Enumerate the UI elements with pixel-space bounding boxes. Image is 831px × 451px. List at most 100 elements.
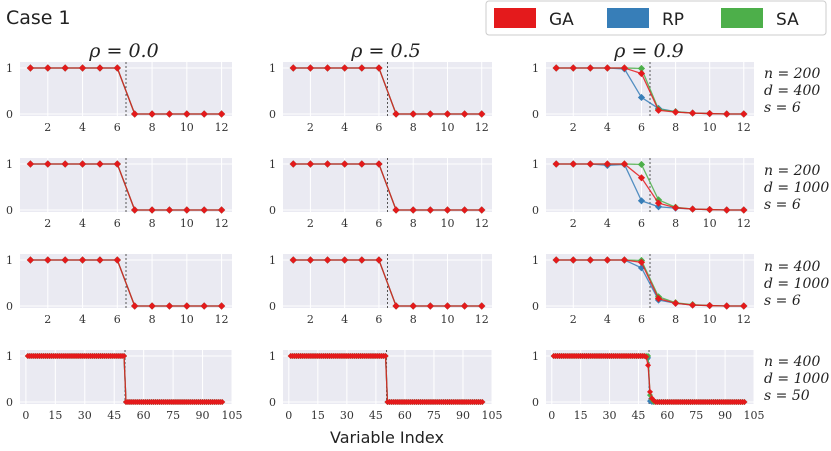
- data-point-ga: [740, 110, 748, 118]
- data-point-ga: [637, 174, 646, 182]
- data-point-ga: [478, 302, 486, 310]
- x-tick-label: 0: [548, 409, 555, 422]
- x-tick-label: 45: [369, 409, 383, 422]
- series-ga: [24, 353, 226, 405]
- legend-swatch-rp: [607, 8, 649, 28]
- data-point-ga: [460, 110, 469, 118]
- y-tick-label: 1: [532, 62, 539, 75]
- data-point-ga: [358, 256, 366, 264]
- column-title-rho-0-0: ρ = 0.0: [88, 40, 158, 62]
- x-tick-label: 30: [340, 409, 354, 422]
- x-tick-label: 60: [137, 409, 151, 422]
- data-point-ga: [443, 110, 452, 118]
- x-tick-label: 8: [672, 121, 679, 134]
- data-point-ga: [375, 160, 383, 168]
- panel-r3-c3: 2 4 6 8 10 12 0 1: [532, 254, 754, 326]
- data-point-ga: [409, 302, 417, 310]
- data-point-ga: [358, 160, 366, 168]
- data-point-ga: [706, 301, 714, 310]
- data-point-ga: [341, 160, 349, 168]
- y-tick-label: 1: [532, 158, 539, 171]
- data-point-rp: [637, 93, 646, 102]
- data-point-ga: [323, 64, 332, 72]
- x-tick-label: 2: [307, 313, 314, 326]
- x-tick-label: 12: [737, 313, 751, 326]
- data-point-ga: [654, 295, 663, 303]
- data-point-ga: [478, 110, 486, 118]
- x-tick-label: 8: [410, 313, 417, 326]
- x-tick-label: 30: [603, 409, 617, 422]
- data-point-ga: [603, 256, 611, 264]
- data-point-ga: [647, 388, 653, 395]
- data-point-ga: [78, 256, 87, 264]
- row-label-1: n = 200 d = 400 s = 6: [764, 66, 820, 116]
- data-point-ga: [341, 256, 349, 264]
- x-tick-label: 0: [22, 409, 29, 422]
- series-ga: [26, 256, 226, 310]
- data-point-ga: [426, 110, 434, 118]
- data-point-ga: [637, 69, 646, 78]
- x-tick-label: 10: [180, 217, 194, 230]
- data-point-ga: [620, 256, 629, 264]
- panel-r2-c3: 2 4 6 8 10 12 0 1: [532, 158, 754, 230]
- row-label-2-s: s = 6: [764, 197, 801, 213]
- row-label-2-d: d = 1000: [764, 180, 829, 196]
- data-point-ga: [637, 258, 646, 266]
- data-point-ga: [183, 302, 191, 310]
- panel-r1-c3: 2 4 6 8 10 12 0 1: [532, 62, 754, 134]
- legend-label-sa: SA: [776, 10, 799, 30]
- x-tick-label: 12: [215, 313, 229, 326]
- series-ga: [550, 353, 748, 405]
- data-point-ga: [620, 160, 629, 168]
- x-tick-label: 15: [311, 409, 325, 422]
- series-ga: [289, 160, 486, 214]
- x-tick-label: 10: [440, 313, 454, 326]
- x-tick-label: 90: [456, 409, 470, 422]
- data-point-ga: [217, 206, 226, 214]
- x-tick-label: 4: [79, 121, 86, 134]
- legend-frame: [485, 0, 827, 36]
- legend-swatch-ga: [494, 8, 536, 28]
- row-label-4-s: s = 50: [764, 388, 810, 404]
- x-tick-label: 4: [341, 217, 348, 230]
- panel-r4-c3: 0 15 30 45 60 75 90 105 0 1: [532, 350, 765, 422]
- data-point-ga: [443, 206, 452, 214]
- x-tick-label: 15: [574, 409, 588, 422]
- data-point-ga: [148, 206, 156, 214]
- y-tick-label: 0: [269, 300, 276, 313]
- x-tick-label: 4: [604, 217, 611, 230]
- series-ga: [289, 256, 486, 310]
- data-point-ga: [741, 399, 748, 405]
- x-tick-label: 60: [398, 409, 412, 422]
- data-point-ga: [671, 204, 680, 212]
- data-point-ga: [289, 160, 297, 168]
- data-point-ga: [723, 110, 731, 118]
- series-ga: [26, 160, 226, 214]
- legend-label-rp: RP: [662, 10, 684, 30]
- x-tick-label: 10: [703, 217, 717, 230]
- x-tick-label: 4: [341, 121, 348, 134]
- x-tick-label: 2: [307, 121, 314, 134]
- data-point-ga: [341, 64, 349, 72]
- row-label-3-s: s = 6: [764, 293, 801, 309]
- data-point-ga: [217, 110, 226, 118]
- panel-r4-c2: 0 15 30 45 60 75 90 105 0 1: [269, 350, 503, 422]
- data-point-ga: [460, 302, 469, 310]
- data-point-ga: [61, 64, 69, 72]
- data-point-ga: [479, 399, 486, 405]
- data-point-ga: [323, 256, 332, 264]
- data-point-ga: [121, 353, 128, 359]
- y-tick-label: 0: [532, 300, 539, 313]
- y-tick-label: 1: [6, 62, 13, 75]
- x-tick-label: 75: [427, 409, 441, 422]
- data-point-sa: [637, 64, 646, 73]
- x-tick-label: 8: [672, 313, 679, 326]
- panel-r1-c1: 2 4 6 8 10 12 0 1: [6, 62, 232, 134]
- x-tick-label: 6: [638, 121, 645, 134]
- row-label-1-d: d = 400: [764, 83, 820, 99]
- x-tick-label: 6: [114, 313, 121, 326]
- x-tick-label: 0: [285, 409, 292, 422]
- x-tick-label: 4: [604, 121, 611, 134]
- data-point-ga: [96, 64, 104, 72]
